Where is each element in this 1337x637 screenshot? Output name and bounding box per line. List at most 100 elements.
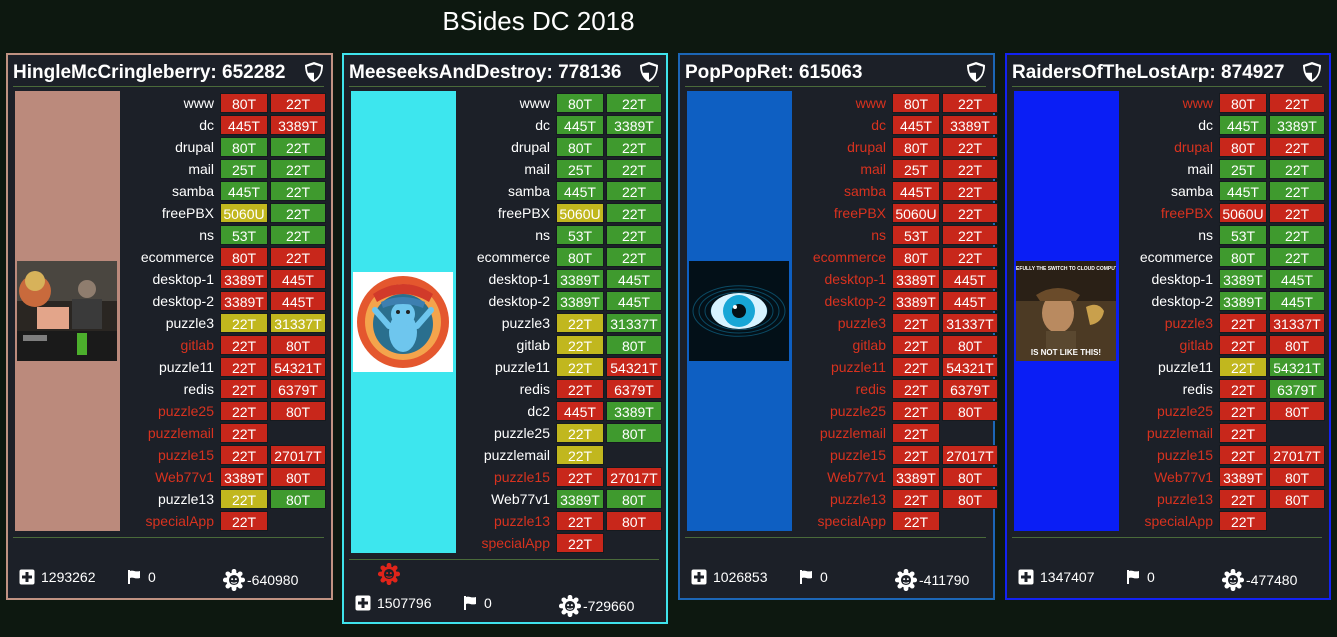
- team-logo-image: HOPEFULLY THE SWITCH TO CLOUD COMPUTING I…: [1005, 261, 1127, 361]
- sla-stat: -640980: [223, 569, 298, 591]
- service-name: desktop-2: [1151, 293, 1213, 309]
- header-divider: [349, 86, 659, 87]
- port-status-badge: 80T: [942, 401, 998, 421]
- service-name: desktop-2: [488, 293, 550, 309]
- service-name: samba: [843, 183, 886, 199]
- port-status-badge: 27017T: [270, 445, 326, 465]
- port-status-badge: 22T: [1269, 159, 1325, 179]
- team-logo-panel: HOPEFULLY THE SWITCH TO CLOUD COMPUTING I…: [1005, 91, 1127, 531]
- gear-face-icon: [895, 569, 917, 591]
- team-card: MeeseeksAndDestroy: 778136 www 80T 22T dc 445…: [342, 53, 668, 624]
- service-name: puzzle11: [830, 359, 886, 375]
- port-status-badge: 53T: [1219, 225, 1267, 245]
- port-status-badge: 22T: [1269, 225, 1325, 245]
- port-status-badge: 22T: [270, 203, 326, 223]
- port-status-badge: 3389T: [270, 115, 326, 135]
- port-status-badge: 445T: [1219, 115, 1267, 135]
- health-stat: 1347407: [1018, 569, 1095, 585]
- port-status-badge: 22T: [1219, 313, 1267, 333]
- port-status-badge: 445T: [606, 291, 662, 311]
- flag-icon: [798, 569, 814, 585]
- port-status-badge: 445T: [220, 115, 268, 135]
- port-status-badge: 3389T: [1269, 115, 1325, 135]
- port-status-badge: 22T: [606, 159, 662, 179]
- flag-icon: [462, 595, 478, 611]
- service-name: desktop-1: [488, 271, 550, 287]
- port-status-badge: 3389T: [1219, 269, 1267, 289]
- footer-divider: [685, 537, 986, 538]
- port-status-badge: 445T: [270, 291, 326, 311]
- port-status-badge: 445T: [1269, 269, 1325, 289]
- port-status-badge: 22T: [220, 379, 268, 399]
- port-status-badge: 445T: [892, 181, 940, 201]
- service-name: mail: [1187, 161, 1213, 177]
- port-status-badge: 445T: [556, 181, 604, 201]
- team-logo-panel: [351, 91, 456, 553]
- port-status-badge: 22T: [1219, 423, 1267, 443]
- flag-icon: [126, 569, 142, 585]
- health-value: 1293262: [41, 569, 96, 585]
- header-divider: [1012, 86, 1322, 87]
- port-status-badge: 445T: [606, 269, 662, 289]
- service-name: freePBX: [161, 205, 214, 221]
- port-status-badge: 53T: [556, 225, 604, 245]
- service-name: freePBX: [833, 205, 886, 221]
- service-name: puzzlemail: [483, 447, 550, 463]
- port-status-badge: 31337T: [270, 313, 326, 333]
- flags-stat: 0: [798, 569, 828, 585]
- sla-value: -477480: [1246, 572, 1298, 588]
- port-status-badge: 22T: [606, 181, 662, 201]
- plus-icon: [1018, 569, 1034, 585]
- port-status-badge: 22T: [942, 203, 998, 223]
- alert-gear-icon: [377, 562, 401, 590]
- port-status-badge: 54321T: [942, 357, 998, 377]
- header-divider: [13, 86, 324, 87]
- port-status-badge: 22T: [1219, 511, 1267, 531]
- service-name: drupal: [1174, 139, 1213, 155]
- service-name: puzzlemail: [819, 425, 886, 441]
- service-name: puzzle3: [837, 315, 886, 331]
- sla-value: -411790: [919, 572, 970, 588]
- service-name: desktop-1: [824, 271, 886, 287]
- service-name: samba: [171, 183, 214, 199]
- service-name: desktop-2: [152, 293, 214, 309]
- port-status-badge: 80T: [1269, 401, 1325, 421]
- service-name: dc: [1198, 117, 1213, 133]
- team-name-score: HingleMcCringleberry: 652282: [13, 62, 286, 83]
- port-status-badge: 80T: [1269, 335, 1325, 355]
- port-status-badge: 22T: [270, 93, 326, 113]
- service-name: ecommerce: [140, 249, 214, 265]
- port-status-badge: 31337T: [942, 313, 998, 333]
- port-status-badge: 445T: [556, 115, 604, 135]
- port-status-badge: 22T: [220, 445, 268, 465]
- port-status-badge: 22T: [892, 401, 940, 421]
- port-status-badge: 22T: [220, 489, 268, 509]
- sla-stat: -411790: [895, 569, 969, 591]
- port-status-badge: 445T: [942, 269, 998, 289]
- port-status-badge: 80T: [1219, 137, 1267, 157]
- port-status-badge: 31337T: [606, 313, 662, 333]
- port-status-badge: 22T: [270, 137, 326, 157]
- port-status-badge: 80T: [556, 93, 604, 113]
- service-name: www: [1182, 95, 1213, 111]
- port-status-badge: 5060U: [556, 203, 604, 223]
- port-status-badge: 3389T: [942, 115, 998, 135]
- flag-icon: [1125, 569, 1141, 585]
- service-name: puzzle11: [494, 359, 550, 375]
- port-status-badge: 22T: [270, 247, 326, 267]
- service-name: gitlab: [180, 337, 214, 353]
- service-name: Web77v1: [491, 491, 550, 507]
- team-logo-image: [353, 272, 453, 372]
- team-card: RaidersOfTheLostArp: 874927 HOPEFULLY THE…: [1005, 53, 1331, 600]
- team-header: HingleMcCringleberry: 652282: [13, 61, 325, 83]
- port-status-badge: 22T: [1219, 489, 1267, 509]
- service-name: desktop-2: [824, 293, 886, 309]
- service-name: dc2: [527, 403, 550, 419]
- gear-face-icon: [1222, 569, 1244, 591]
- port-status-badge: 80T: [270, 335, 326, 355]
- port-status-badge: 80T: [220, 93, 268, 113]
- team-card: HingleMcCringleberry: 652282 www 80T 22T dc 4…: [6, 53, 333, 600]
- team-name-score: PopPopRet: 615063: [685, 62, 863, 83]
- port-status-badge: 22T: [606, 225, 662, 245]
- service-name: ns: [535, 227, 550, 243]
